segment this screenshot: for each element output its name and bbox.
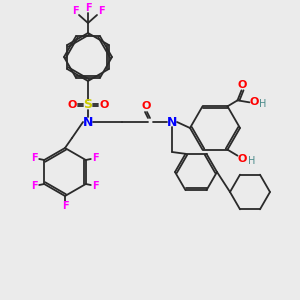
Text: F: F <box>72 6 78 16</box>
Text: O: O <box>141 101 151 111</box>
Text: O: O <box>99 100 109 110</box>
Text: O: O <box>238 80 247 90</box>
Text: F: F <box>62 201 68 211</box>
Text: O: O <box>238 154 247 164</box>
Text: O: O <box>250 97 259 107</box>
Text: H: H <box>248 156 255 166</box>
Text: N: N <box>167 116 177 128</box>
Text: H: H <box>259 99 266 109</box>
Text: S: S <box>83 98 92 112</box>
Text: F: F <box>98 6 104 16</box>
Text: N: N <box>83 116 93 128</box>
Text: O: O <box>67 100 77 110</box>
Text: F: F <box>31 181 38 191</box>
Text: F: F <box>31 153 38 163</box>
Text: F: F <box>92 181 99 191</box>
Text: F: F <box>92 153 99 163</box>
Text: F: F <box>85 3 91 13</box>
